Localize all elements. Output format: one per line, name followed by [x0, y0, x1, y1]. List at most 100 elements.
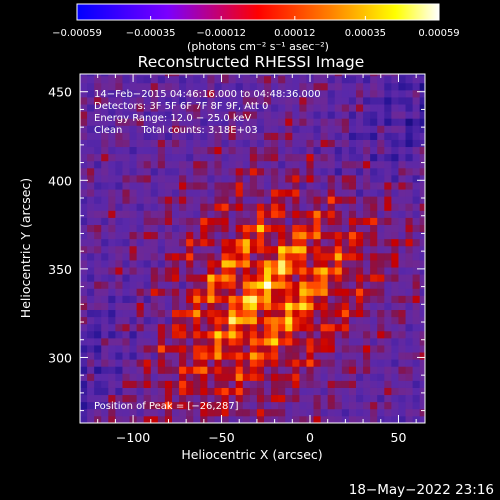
heatmap-cell [157, 345, 166, 353]
heatmap-cell [264, 224, 272, 233]
heatmap-cell [398, 75, 406, 84]
heatmap-cell [143, 210, 152, 218]
heatmap-cell [150, 267, 159, 275]
heatmap-cell [221, 153, 230, 162]
heatmap-cell [320, 167, 329, 176]
heatmap-cell [242, 224, 251, 233]
heatmap-cell [235, 352, 244, 360]
heatmap-cell [129, 160, 138, 169]
heatmap-cell [334, 231, 343, 240]
heatmap-cell [348, 203, 357, 211]
heatmap-cell [256, 196, 265, 204]
heatmap-cell [172, 210, 180, 218]
heatmap-cell [249, 394, 258, 403]
heatmap-cell [341, 182, 350, 190]
heatmap-cell [271, 281, 279, 289]
heatmap-cell [150, 97, 159, 105]
heatmap-cell [398, 302, 406, 311]
heatmap-cell [94, 125, 102, 133]
heatmap-cell [384, 345, 392, 353]
heatmap-cell [419, 132, 425, 140]
heatmap-cell [164, 337, 173, 346]
heatmap-cell [101, 210, 109, 218]
heatmap-cell [172, 160, 180, 169]
heatmap-cell [235, 203, 244, 211]
heatmap-cell [299, 401, 307, 410]
heatmap-cell [157, 104, 166, 112]
heatmap-cell [115, 252, 123, 261]
heatmap-cell [101, 260, 109, 268]
heatmap-cell [115, 224, 123, 233]
heatmap-cell [285, 309, 293, 318]
heatmap-cell [306, 153, 314, 162]
heatmap-cell [256, 380, 265, 388]
heatmap-cell [129, 97, 138, 105]
heatmap-cell [398, 231, 406, 240]
heatmap-cell [235, 139, 244, 148]
heatmap-cell [143, 196, 152, 204]
heatmap-cell [108, 274, 116, 282]
heatmap-cell [122, 196, 130, 204]
heatmap-cell [214, 217, 222, 225]
heatmap-cell [278, 267, 286, 275]
heatmap-cell [249, 288, 258, 296]
heatmap-cell [80, 352, 88, 360]
heatmap-cell [256, 125, 265, 133]
heatmap-cell [143, 132, 152, 140]
heatmap-cell [193, 394, 201, 403]
heatmap-cell [285, 111, 293, 119]
heatmap-cell [292, 210, 300, 218]
colorbar-tick-label: −0.00012 [196, 28, 246, 39]
heatmap-cell [101, 380, 109, 388]
heatmap-cell [285, 167, 293, 176]
colorbar-tick-label: −0.00035 [126, 28, 176, 39]
heatmap-cell [356, 274, 364, 282]
heatmap-cell [150, 380, 159, 388]
heatmap-cell [320, 97, 329, 105]
heatmap-cell [356, 387, 364, 396]
heatmap-cell [200, 260, 208, 268]
heatmap-cell [356, 309, 364, 318]
heatmap-cell [214, 245, 222, 254]
heatmap-cell [235, 104, 244, 112]
heatmap-cell [391, 352, 399, 360]
heatmap-cell [193, 111, 201, 119]
heatmap-cell [299, 238, 307, 247]
heatmap-cell [122, 74, 130, 77]
heatmap-cell [214, 89, 222, 98]
heatmap-cell [278, 238, 286, 247]
heatmap-cell [136, 196, 145, 204]
heatmap-cell [405, 74, 414, 77]
heatmap-cell [412, 267, 421, 275]
heatmap-cell [193, 345, 201, 353]
heatmap-cell [87, 167, 95, 176]
heatmap-cell [313, 167, 322, 176]
heatmap-cell [363, 302, 371, 311]
heatmap-cell [398, 359, 406, 367]
heatmap-cell [384, 295, 392, 303]
heatmap-cell [285, 104, 293, 112]
heatmap-cell [334, 118, 343, 126]
heatmap-cell [200, 316, 208, 325]
heatmap-cell [320, 309, 329, 318]
heatmap-cell [363, 281, 371, 289]
heatmap-cell [186, 401, 194, 410]
heatmap-cell [377, 111, 385, 119]
heatmap-cell [299, 189, 307, 197]
heatmap-cell [348, 323, 357, 332]
heatmap-cell [221, 118, 230, 126]
heatmap-cell [193, 380, 201, 388]
heatmap-cell [249, 139, 258, 148]
heatmap-cell [285, 245, 293, 254]
heatmap-cell [80, 316, 88, 325]
heatmap-cell [179, 125, 187, 133]
heatmap-cell [193, 174, 201, 183]
heatmap-cell [412, 309, 421, 318]
heatmap-cell [143, 302, 152, 311]
heatmap-cell [313, 281, 322, 289]
heatmap-cell [306, 89, 314, 98]
heatmap-cell [249, 415, 258, 423]
heatmap-cell [419, 189, 425, 197]
heatmap-cell [207, 104, 215, 112]
heatmap-cell [122, 224, 130, 233]
